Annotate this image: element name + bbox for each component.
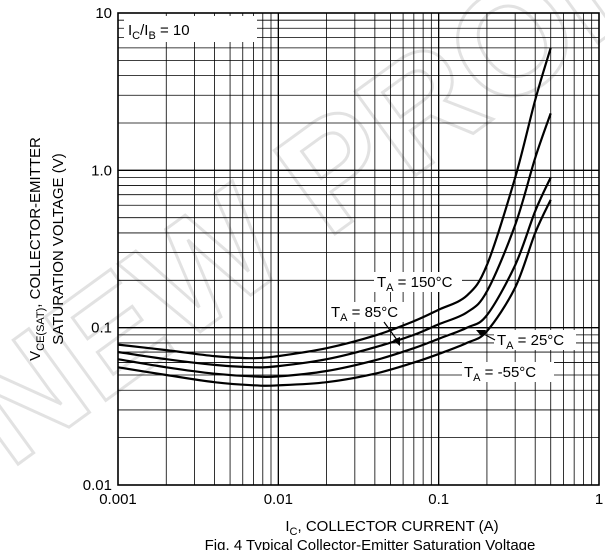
series-line-0	[117, 47, 552, 360]
y-tick-label: 0.1	[91, 320, 112, 337]
svg-text:TA = 85°C: TA = 85°C	[331, 304, 398, 324]
series-label-85: TA = 85°C	[328, 302, 404, 346]
x-tick-label: 1	[595, 491, 603, 508]
x-tick-label: 0.001	[99, 491, 137, 508]
x-axis-title: IC, COLLECTOR CURRENT (A)	[285, 518, 498, 538]
y-axis-title-line2: SATURATION VOLTAGE (V)	[50, 153, 67, 344]
series-group	[117, 47, 552, 387]
svg-text:TA = -55°C: TA = -55°C	[464, 364, 536, 384]
y-tick-labels: 0.01 0.1 1.0 10	[83, 5, 112, 494]
y-axis-title: VCE(SAT), COLLECTOR-EMITTER SATURATION V…	[27, 137, 67, 361]
series-label-minus55: TA = -55°C	[462, 362, 554, 384]
series-line-1	[117, 113, 552, 369]
y-tick-label: 10	[95, 5, 112, 22]
svg-text:TA = 150°C: TA = 150°C	[377, 274, 453, 294]
x-tick-label: 0.01	[264, 491, 293, 508]
watermark: NEW PRODUCT DESIGN	[0, 0, 605, 497]
y-tick-label: 0.01	[83, 477, 112, 494]
condition-label-bg	[124, 16, 257, 42]
condition-label: IC/IB = 10	[128, 22, 190, 42]
plot-frame	[117, 12, 600, 486]
x-tick-label: 0.1	[428, 491, 449, 508]
svg-text:TA = 25°C: TA = 25°C	[497, 332, 564, 352]
svg-text:VCE(SAT), COLLECTOR-EMITTER: VCE(SAT), COLLECTOR-EMITTER	[27, 137, 47, 361]
series-label-150: TA = 150°C	[374, 272, 462, 294]
series-label-25: TA = 25°C	[476, 330, 576, 352]
figure-caption: Fig. 4 Typical Collector-Emitter Saturat…	[205, 537, 536, 550]
series-line-3	[117, 199, 552, 387]
series-line-2	[117, 177, 552, 379]
x-tick-labels: 0.001 0.01 0.1 1	[99, 491, 603, 508]
y-tick-label: 1.0	[91, 162, 112, 179]
grid	[118, 13, 599, 485]
watermark-text: NEW PRODUCT DESIGN	[0, 0, 605, 497]
